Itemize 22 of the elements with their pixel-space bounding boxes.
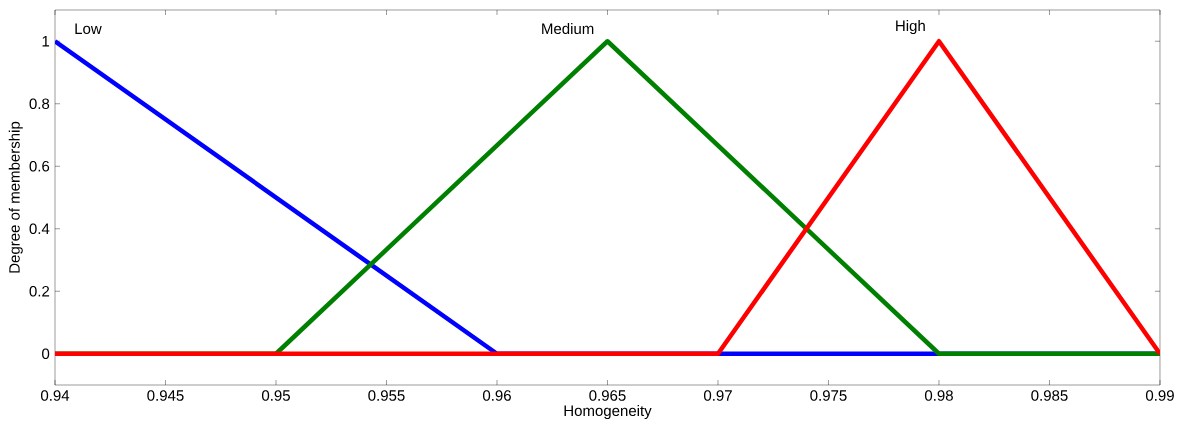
x-tick-label: 0.985 bbox=[1031, 390, 1068, 401]
y-tick-label: 0 bbox=[42, 348, 50, 360]
x-tick-label: 0.99 bbox=[1145, 390, 1174, 401]
x-tick-label: 0.95 bbox=[261, 390, 290, 401]
y-tick-label: 0.8 bbox=[29, 98, 50, 110]
x-tick-label: 0.98 bbox=[924, 390, 953, 401]
x-tick-label: 0.96 bbox=[482, 390, 511, 401]
y-tick-label: 0.6 bbox=[29, 160, 50, 172]
x-axis-title: Homogeneity bbox=[564, 405, 652, 419]
x-tick-label: 0.945 bbox=[147, 390, 184, 401]
y-tick-label: 0.4 bbox=[29, 223, 50, 235]
x-tick-label: 0.965 bbox=[589, 390, 626, 401]
series-label: Low bbox=[75, 23, 102, 35]
y-axis-title: Degree of membership bbox=[8, 121, 23, 273]
y-tick-label: 1 bbox=[42, 36, 50, 47]
x-tick-label: 0.97 bbox=[703, 390, 732, 401]
x-tick-label: 0.94 bbox=[41, 390, 70, 401]
series-label: Medium bbox=[542, 23, 594, 35]
y-tick-label: 0.2 bbox=[29, 285, 50, 297]
series-label: High bbox=[896, 20, 925, 35]
x-tick-label: 0.955 bbox=[368, 390, 405, 401]
x-tick-label: 0.975 bbox=[810, 390, 847, 401]
